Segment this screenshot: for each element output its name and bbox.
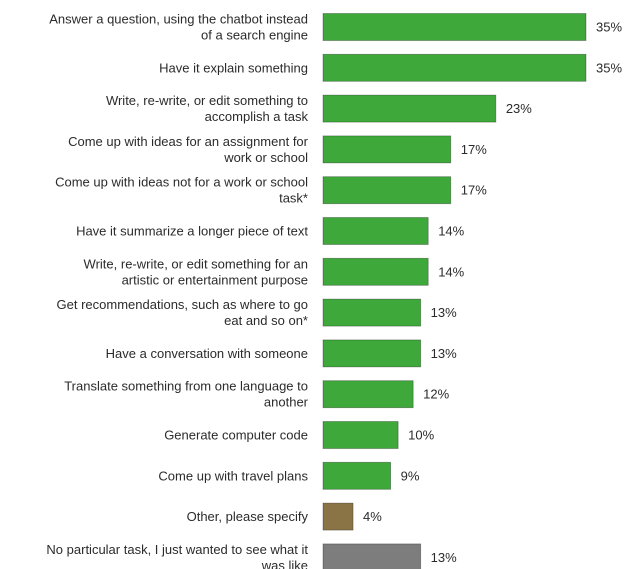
category-label: artistic or entertainment purpose	[122, 272, 308, 287]
bar	[322, 53, 587, 82]
category-label: of a search engine	[201, 28, 308, 43]
bar	[322, 176, 452, 205]
value-label: 12%	[423, 387, 449, 402]
value-label: 13%	[431, 305, 457, 320]
value-label: 35%	[596, 60, 622, 75]
value-label: 14%	[438, 264, 464, 279]
bar	[322, 461, 392, 490]
category-label: Answer a question, using the chatbot ins…	[49, 12, 308, 27]
bar	[322, 339, 422, 368]
category-label: Write, re-write, or edit something for a…	[84, 256, 308, 271]
category-label: Translate something from one language to	[64, 379, 308, 394]
category-label: Have it summarize a longer piece of text	[76, 224, 308, 239]
category-label: another	[264, 395, 309, 410]
bar	[322, 421, 399, 449]
bar	[322, 257, 429, 286]
bar	[322, 13, 587, 41]
category-label: was like	[261, 558, 308, 569]
value-label: 13%	[431, 346, 457, 361]
category-label: Have it explain something	[159, 60, 308, 75]
value-label: 35%	[596, 20, 622, 35]
bar	[322, 94, 497, 123]
value-label: 17%	[461, 183, 487, 198]
bar	[322, 217, 429, 245]
bar	[322, 502, 354, 531]
value-label: 13%	[431, 550, 457, 565]
category-label: Get recommendations, such as where to go	[57, 297, 308, 312]
value-label: 4%	[363, 509, 382, 524]
category-label: Come up with ideas not for a work or sch…	[55, 175, 308, 190]
category-label: No particular task, I just wanted to see…	[46, 542, 308, 557]
value-label: 9%	[401, 468, 420, 483]
category-label: work or school	[223, 150, 308, 165]
value-label: 23%	[506, 101, 532, 116]
value-label: 17%	[461, 142, 487, 157]
value-label: 10%	[408, 428, 434, 443]
category-label: Have a conversation with someone	[106, 346, 308, 361]
category-label: accomplish a task	[205, 109, 309, 124]
bar	[322, 380, 414, 409]
category-label: Come up with ideas for an assignment for	[68, 134, 309, 149]
category-label: eat and so on*	[224, 313, 308, 328]
bar	[322, 135, 452, 164]
category-label: Write, re-write, or edit something to	[106, 93, 308, 108]
category-label: task*	[279, 191, 308, 206]
category-label: Come up with travel plans	[158, 468, 308, 483]
category-label: Other, please specify	[187, 509, 309, 524]
category-label: Generate computer code	[164, 428, 308, 443]
bar	[322, 298, 422, 327]
bar	[322, 543, 422, 569]
value-label: 14%	[438, 224, 464, 239]
